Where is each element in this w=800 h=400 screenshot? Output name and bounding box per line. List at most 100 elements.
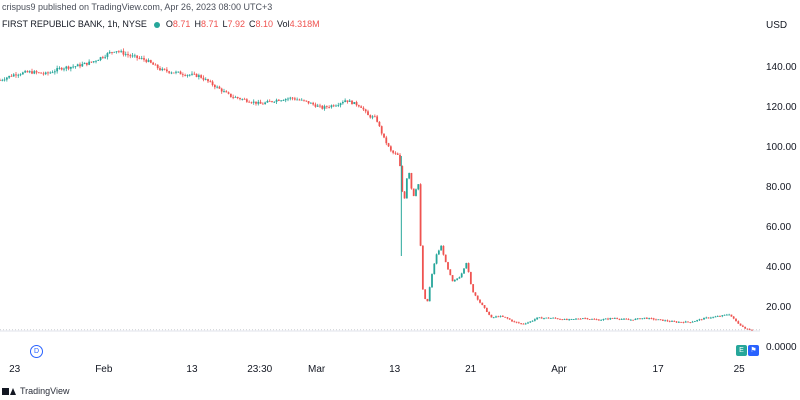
candle-body (725, 314, 728, 316)
candle-body (152, 62, 155, 65)
candle-body (483, 305, 486, 308)
candle-body (604, 318, 607, 320)
candle-body (170, 72, 173, 74)
candle-body (163, 68, 166, 70)
candle-body (44, 72, 47, 74)
candle-body (335, 105, 337, 107)
candle-body (273, 101, 276, 103)
candle-body (330, 105, 333, 108)
candle-body (405, 178, 408, 199)
tradingview-logo-icon (2, 387, 16, 396)
candle-body (415, 189, 417, 196)
candle-body (5, 77, 8, 80)
candle-body (371, 116, 374, 118)
candle-body (104, 56, 107, 58)
candle-body (668, 321, 671, 322)
candle-body (156, 64, 159, 69)
candle-body (271, 101, 273, 102)
high-label: H (194, 19, 201, 29)
event-flag-icon[interactable]: ⚑ (748, 345, 759, 356)
candle-body (259, 101, 262, 104)
candle-body (396, 153, 399, 155)
tradingview-footer: TradingView (2, 386, 70, 396)
candle-body (629, 319, 632, 321)
candle-body (746, 328, 749, 330)
candle-body (218, 86, 221, 89)
candle-body (234, 97, 237, 98)
candle-body (655, 319, 657, 321)
candle-body (339, 103, 342, 106)
candle-body (136, 55, 139, 58)
candle-body (645, 317, 648, 319)
candle-body (735, 318, 737, 322)
candle-body (691, 321, 694, 323)
candle-body (124, 54, 127, 55)
candle-body (28, 71, 31, 73)
candle-body (677, 321, 680, 323)
candle-body (97, 60, 100, 61)
candle-body (673, 321, 676, 322)
candle-body (431, 274, 433, 288)
candle-body (424, 289, 427, 299)
candle-body (593, 318, 596, 320)
candle-body (403, 191, 406, 199)
candle-body (513, 321, 516, 323)
candle-body (410, 173, 413, 189)
candle-body (730, 314, 733, 317)
candle-body (337, 105, 340, 106)
candle-body (248, 101, 251, 103)
candle-body (613, 318, 616, 320)
candle-body (67, 66, 70, 69)
x-tick-label: 21 (465, 364, 477, 375)
candle-body (188, 74, 191, 76)
candle-body (229, 93, 232, 97)
candle-body (140, 58, 143, 59)
y-tick-label: 120.00 (766, 102, 797, 113)
candle-body (291, 97, 294, 99)
y-tick-label: 80.00 (766, 182, 791, 193)
candle-body (88, 61, 91, 65)
candle-body (353, 102, 356, 105)
candle-body (159, 68, 161, 71)
candle-body (458, 277, 461, 279)
candle-body (147, 60, 150, 62)
candle-body (197, 75, 200, 77)
candle-body (145, 59, 148, 62)
candle-body (168, 71, 171, 73)
candle-body (684, 321, 687, 323)
candle-body (687, 321, 689, 323)
candle-body (232, 96, 235, 98)
candle-body (728, 314, 731, 316)
candle-body (517, 322, 520, 324)
candle-body (298, 99, 301, 101)
candle-body (72, 66, 75, 68)
candle-body (122, 50, 125, 55)
candle-body (591, 318, 593, 320)
candle-body (584, 318, 587, 320)
candle-body (243, 98, 246, 100)
candle-body (698, 319, 701, 321)
candle-body (101, 57, 104, 58)
candle-body (568, 319, 571, 321)
candle-body (545, 317, 548, 319)
candle-body (579, 318, 582, 320)
candle-body (42, 73, 45, 75)
candle-body (191, 73, 193, 75)
candle-body (81, 64, 84, 67)
candle-body (357, 105, 360, 107)
y-tick-label: 40.00 (766, 262, 791, 273)
earnings-marker[interactable]: E (736, 345, 747, 356)
candle-body (51, 72, 54, 74)
candle-body (531, 320, 534, 322)
candle-body (165, 69, 168, 72)
dividend-marker[interactable]: D (30, 345, 43, 358)
low-label: L (222, 19, 228, 29)
x-tick-label: 25 (734, 364, 746, 375)
candle-body (447, 262, 449, 270)
candle-body (76, 64, 79, 67)
candle-body (177, 71, 180, 73)
candle-body (536, 317, 539, 320)
candle-body (60, 67, 63, 70)
symbol-legend: FIRST REPUBLIC BANK, 1h, NYSE O8.71 H8.71 L… (2, 19, 324, 29)
